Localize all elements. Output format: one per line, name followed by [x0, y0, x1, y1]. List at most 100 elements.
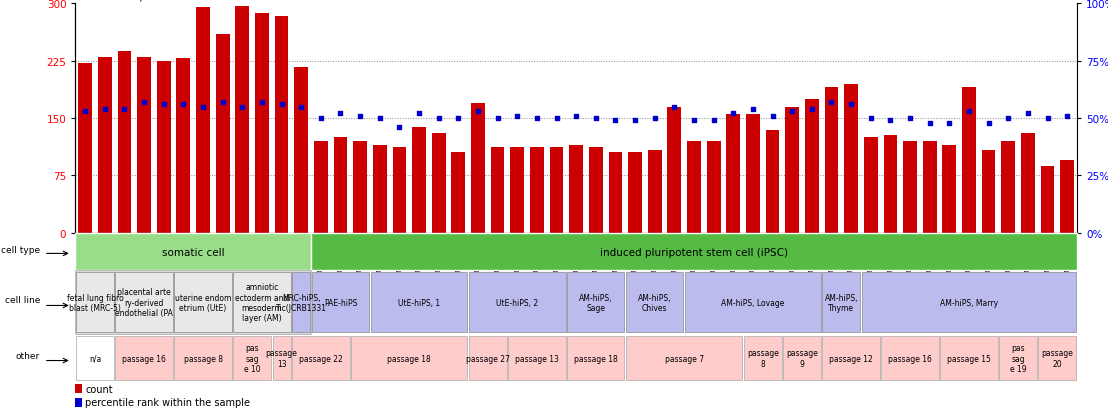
Bar — [783, 337, 821, 380]
Point — [214, 100, 232, 106]
Bar — [999, 337, 1037, 380]
Point — [567, 113, 585, 120]
Bar — [293, 337, 349, 380]
Point — [489, 115, 506, 122]
Bar — [511, 148, 524, 233]
Point — [921, 120, 938, 127]
Point — [587, 115, 605, 122]
Bar — [75, 233, 311, 271]
Bar — [432, 134, 445, 233]
Bar — [157, 62, 171, 233]
Bar — [862, 273, 1076, 332]
Bar — [311, 273, 369, 332]
Bar — [1020, 134, 1035, 233]
Point — [390, 125, 408, 131]
Bar — [353, 142, 367, 233]
Point — [234, 104, 252, 111]
Bar — [786, 107, 799, 233]
Text: AM-hiPS,
Thyme: AM-hiPS, Thyme — [824, 293, 858, 312]
Bar — [570, 145, 583, 233]
Point — [115, 106, 133, 113]
Bar — [196, 8, 209, 233]
Bar — [707, 142, 720, 233]
Point — [312, 115, 330, 122]
Bar — [371, 273, 468, 332]
Text: cell line: cell line — [4, 295, 40, 304]
Point — [783, 109, 801, 115]
Text: cell type: cell type — [1, 246, 40, 254]
Bar — [822, 337, 880, 380]
Bar — [76, 337, 114, 380]
Bar — [648, 151, 661, 233]
Bar — [117, 52, 132, 233]
Bar — [530, 148, 544, 233]
Bar — [943, 145, 956, 233]
Bar — [903, 142, 917, 233]
Bar — [923, 142, 936, 233]
Point — [547, 115, 565, 122]
Bar — [1038, 337, 1076, 380]
Text: percentile rank within the sample: percentile rank within the sample — [85, 397, 250, 408]
Point — [803, 106, 821, 113]
Text: n/a: n/a — [89, 354, 101, 363]
Text: induced pluripotent stem cell (iPSC): induced pluripotent stem cell (iPSC) — [601, 247, 788, 257]
Bar — [75, 385, 82, 393]
Text: AM-hiPS,
Sage: AM-hiPS, Sage — [579, 293, 613, 312]
Text: passage 8: passage 8 — [184, 354, 223, 363]
Bar — [864, 138, 878, 233]
Bar — [234, 273, 290, 332]
Bar — [115, 337, 173, 380]
Bar — [822, 273, 860, 332]
Bar — [79, 64, 92, 233]
Point — [999, 115, 1017, 122]
Point — [155, 102, 173, 108]
Bar — [941, 337, 997, 380]
Bar — [626, 337, 742, 380]
Text: passage 27: passage 27 — [465, 354, 510, 363]
Bar — [451, 153, 465, 233]
Text: amniotic
ectoderm and
mesoderm
layer (AM): amniotic ectoderm and mesoderm layer (AM… — [235, 282, 288, 323]
Point — [745, 106, 762, 113]
Bar — [743, 337, 781, 380]
Bar — [824, 88, 839, 233]
Point — [1038, 115, 1056, 122]
Bar — [1060, 161, 1074, 233]
Point — [979, 120, 997, 127]
Point — [76, 109, 94, 115]
Bar — [373, 145, 387, 233]
Bar — [273, 337, 290, 380]
Bar — [412, 128, 425, 233]
Bar — [351, 337, 468, 380]
Point — [293, 104, 310, 111]
Point — [351, 113, 369, 120]
Bar — [469, 337, 506, 380]
Point — [371, 115, 389, 122]
Bar — [275, 17, 288, 233]
Point — [822, 100, 840, 106]
Bar — [314, 142, 328, 233]
Bar — [667, 107, 681, 233]
Point — [529, 115, 546, 122]
Bar — [76, 273, 114, 332]
Bar — [1002, 142, 1015, 233]
Text: fetal lung fibro
blast (MRC-5): fetal lung fibro blast (MRC-5) — [66, 293, 123, 312]
Point — [450, 115, 468, 122]
Bar — [491, 148, 504, 233]
Text: count: count — [85, 384, 113, 394]
Text: passage 15: passage 15 — [947, 354, 991, 363]
Text: passage
20: passage 20 — [1042, 349, 1074, 368]
Text: placental arte
ry-derived
endothelial (PA: placental arte ry-derived endothelial (P… — [115, 288, 173, 317]
Bar — [392, 148, 407, 233]
Bar — [334, 138, 347, 233]
Bar — [293, 273, 310, 332]
Bar — [176, 59, 191, 233]
Point — [410, 111, 428, 117]
Bar — [746, 115, 760, 233]
Bar — [75, 398, 82, 407]
Bar — [883, 135, 897, 233]
Bar — [216, 35, 229, 233]
Text: pas
sag
e 10: pas sag e 10 — [244, 344, 260, 373]
Bar — [844, 84, 858, 233]
Text: MRC-hiPS,
Tic(JCRB1331: MRC-hiPS, Tic(JCRB1331 — [276, 293, 327, 312]
Point — [901, 115, 919, 122]
